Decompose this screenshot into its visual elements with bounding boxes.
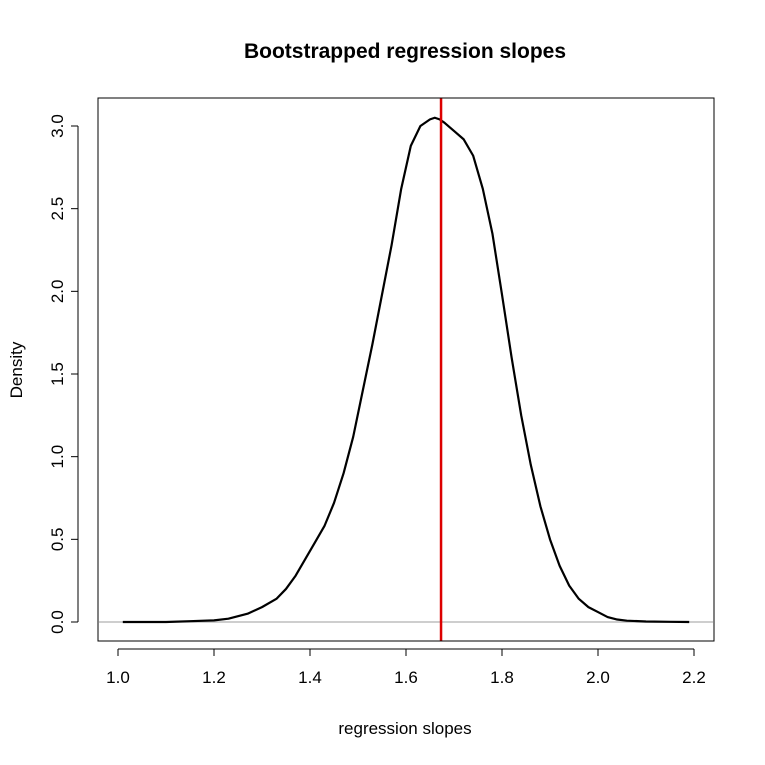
- x-tick-label: 2.2: [682, 668, 706, 687]
- x-tick-label: 2.0: [586, 668, 610, 687]
- y-tick-label: 0.5: [48, 528, 67, 552]
- chart-title: Bootstrapped regression slopes: [244, 40, 566, 63]
- y-tick-label: 1.0: [48, 445, 67, 469]
- y-tick-label: 1.5: [48, 362, 67, 386]
- x-tick-label: 1.4: [298, 668, 322, 687]
- x-tick-label: 1.8: [490, 668, 514, 687]
- plot-area: [99, 98, 713, 641]
- x-axis-label: regression slopes: [338, 719, 471, 738]
- y-tick-label: 0.0: [48, 610, 67, 634]
- x-axis: 1.0 1.2 1.4 1.6 1.8 2.0 2.2: [106, 648, 706, 687]
- x-tick-label: 1.0: [106, 668, 130, 687]
- plot-frame: [97, 97, 715, 642]
- x-tick-label: 1.2: [202, 668, 226, 687]
- y-tick-label: 2.5: [48, 197, 67, 221]
- density-curve: [122, 116, 690, 624]
- y-tick-label: 2.0: [48, 280, 67, 304]
- y-axis: 0.0 0.5 1.0 1.5 2.0 2.5 3.0: [48, 114, 79, 634]
- y-tick-label: 3.0: [48, 114, 67, 138]
- x-tick-label: 1.6: [394, 668, 418, 687]
- y-axis-label: Density: [7, 341, 26, 398]
